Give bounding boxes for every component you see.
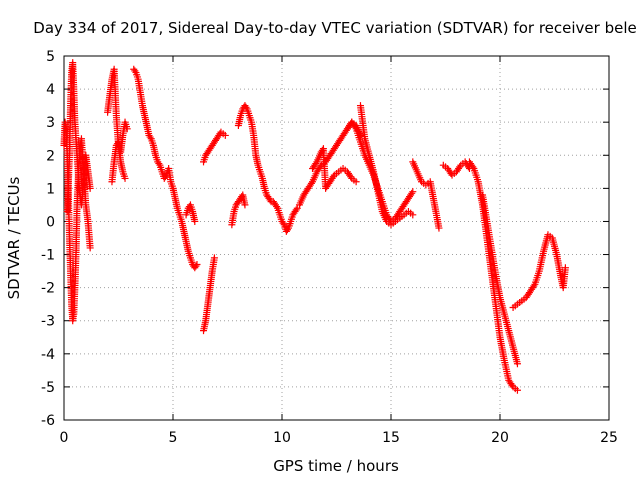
data-point (530, 282, 538, 290)
x-tick-label: 5 (169, 430, 178, 446)
x-axis-label: GPS time / hours (273, 457, 399, 475)
data-point (561, 264, 569, 272)
data-point (283, 226, 291, 234)
data-point (221, 131, 229, 139)
series-E (130, 65, 201, 272)
y-tick-label: 4 (46, 82, 55, 98)
data-point (347, 173, 355, 181)
data-point (266, 196, 274, 204)
series-O (409, 158, 443, 232)
data-point (279, 219, 287, 227)
y-tick-label: 0 (46, 214, 55, 230)
series-S (509, 231, 569, 311)
data-point (508, 381, 516, 389)
data-point (307, 179, 315, 187)
series-G (200, 254, 218, 335)
series-L (309, 145, 360, 192)
x-tick-label: 0 (60, 430, 69, 446)
data-point (242, 103, 250, 111)
data-point (191, 217, 199, 225)
data-points (60, 59, 569, 394)
data-point (131, 67, 139, 75)
data-point (146, 133, 154, 141)
y-tick-label: 3 (46, 115, 55, 131)
data-point (329, 173, 337, 181)
series-F (182, 201, 199, 225)
y-tick-label: 1 (46, 181, 55, 197)
data-point (513, 386, 521, 394)
series-I (228, 191, 249, 229)
axis-ticks: 0 5 10 15 20 25 -6 -5 -4 -3 -2 -1 0 1 2 3 4 5 (41, 49, 618, 446)
data-point (351, 123, 359, 131)
data-point (241, 201, 249, 209)
x-tick-label: 20 (491, 430, 509, 446)
data-point (469, 163, 477, 171)
y-tick-label: -1 (41, 248, 55, 264)
data-point (86, 184, 94, 192)
series-R (479, 191, 521, 368)
series-H (200, 128, 229, 166)
data-point (86, 244, 94, 252)
data-point (435, 224, 443, 232)
data-point (121, 174, 129, 182)
y-tick-label: -4 (41, 347, 55, 363)
series-K (295, 118, 364, 209)
y-axis-label: SDTVAR / TECUs (5, 176, 23, 299)
data-point (513, 360, 521, 368)
data-point (273, 203, 281, 211)
y-tick-label: 5 (46, 49, 55, 65)
y-tick-label: -6 (41, 413, 55, 429)
series-N (356, 102, 417, 229)
data-point (409, 211, 417, 219)
x-tick-label: 15 (382, 430, 400, 446)
series-J (234, 102, 301, 235)
data-point (409, 188, 417, 196)
y-tick-label: -3 (41, 314, 55, 330)
y-tick-label: -2 (41, 281, 55, 297)
x-tick-label: 25 (600, 430, 618, 446)
data-point (192, 262, 200, 270)
x-tick-label: 10 (273, 430, 291, 446)
data-point (210, 254, 218, 262)
series-B (63, 59, 94, 216)
chart-title: Day 334 of 2017, Sidereal Day-to-day VTE… (33, 19, 636, 37)
grid (64, 56, 609, 420)
y-tick-label: -5 (41, 380, 55, 396)
data-point (292, 206, 300, 214)
data-point (408, 189, 416, 197)
data-point (312, 160, 320, 168)
data-point (352, 178, 360, 186)
data-point (123, 125, 131, 133)
series-D (108, 118, 131, 186)
data-point (456, 163, 464, 171)
plot-frame (63, 55, 610, 421)
data-point (155, 160, 163, 168)
y-tick-label: 2 (46, 148, 55, 164)
data-point (193, 260, 201, 268)
